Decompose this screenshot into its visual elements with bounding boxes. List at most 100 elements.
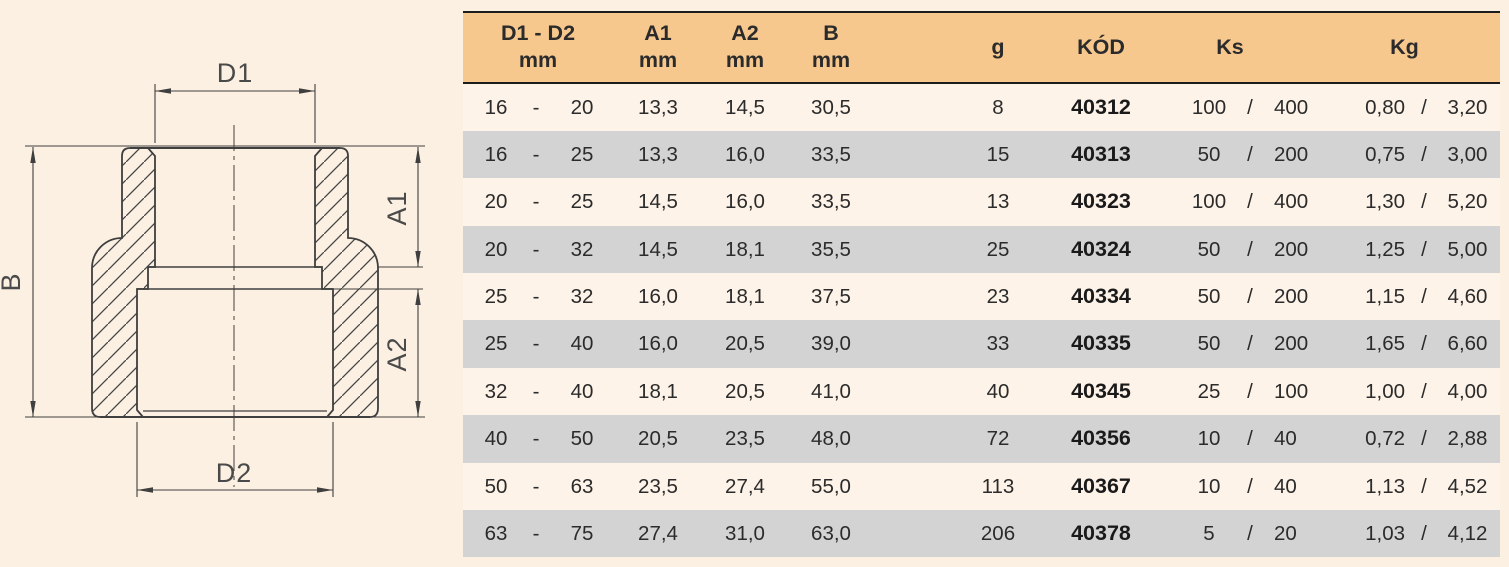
cell-kg-outer: 5,00	[1447, 237, 1488, 261]
cell-d1: 32	[484, 379, 508, 403]
cell-kg-inner: 1,00	[1365, 379, 1405, 403]
header-d1-d2-label: D1 - D2	[500, 21, 576, 46]
cell-ks-outer: 100	[1274, 379, 1309, 403]
cell-kod: 40378	[1071, 521, 1131, 546]
cell-separator: -	[532, 190, 540, 214]
cell-kg-outer: 4,60	[1447, 285, 1488, 309]
cell-weight-g: 40	[986, 379, 1010, 403]
cell-ks-inner: 25	[1197, 379, 1221, 403]
cell-a1: 14,5	[638, 237, 678, 261]
cell-weight-g: 25	[986, 237, 1010, 261]
cell-kod: 40313	[1071, 141, 1131, 166]
cell-kg-inner: 1,65	[1365, 332, 1405, 356]
cell-ks-inner: 50	[1197, 142, 1221, 166]
cell-d2: 40	[570, 332, 594, 356]
table-row: 16 - 25 13,3 16,0 33,5 15 40313 50 / 200…	[463, 130, 1500, 179]
header-kod: KÓD	[1046, 13, 1156, 82]
cell-kg-slash: /	[1421, 190, 1427, 214]
table-body: 16 - 20 13,3 14,5 30,5 8 40312 100 / 400…	[463, 83, 1500, 558]
cell-ks-outer: 200	[1274, 332, 1309, 356]
cell-a2: 14,5	[725, 95, 765, 119]
cell-d2: 32	[570, 237, 594, 261]
cell-kg-slash: /	[1421, 332, 1427, 356]
cell-weight-g: 72	[986, 427, 1010, 451]
cell-kg-outer: 4,52	[1447, 474, 1488, 498]
cell-kod: 40367	[1071, 473, 1131, 498]
cell-d2: 25	[570, 190, 594, 214]
cell-kod: 40356	[1071, 426, 1131, 451]
cell-kg-outer: 6,60	[1447, 332, 1488, 356]
label-b: B	[0, 272, 26, 291]
cell-d1: 20	[484, 237, 508, 261]
cell-kod: 40334	[1071, 284, 1131, 309]
cell-ks-outer: 400	[1274, 95, 1309, 119]
cell-ks-outer: 20	[1274, 522, 1297, 546]
cell-separator: -	[532, 237, 540, 261]
cell-separator: -	[532, 474, 540, 498]
cell-a1: 20,5	[638, 427, 678, 451]
cell-ks-slash: /	[1247, 285, 1253, 309]
fitting-right-wall	[314, 147, 379, 418]
cell-d1: 25	[484, 285, 508, 309]
cell-kg-slash: /	[1421, 522, 1427, 546]
cell-ks-inner: 50	[1197, 285, 1221, 309]
cell-a1: 16,0	[638, 332, 678, 356]
cell-kg-slash: /	[1421, 379, 1427, 403]
table-row: 20 - 25 14,5 16,0 33,5 13 40323 100 / 40…	[463, 178, 1500, 226]
cell-ks-slash: /	[1247, 427, 1253, 451]
label-a2: A2	[382, 336, 412, 371]
cell-kg-inner: 1,15	[1365, 285, 1405, 309]
cell-a2: 20,5	[725, 379, 765, 403]
cell-a1: 13,3	[638, 95, 678, 119]
cell-kg-inner: 0,80	[1365, 95, 1405, 119]
cell-weight-g: 15	[986, 142, 1010, 166]
header-a2: A2 mm	[703, 13, 787, 82]
dimension-a1: A1	[382, 147, 421, 267]
header-g-label: g	[991, 34, 1005, 59]
cell-kg-inner: 1,25	[1365, 237, 1405, 261]
cell-ks-outer: 40	[1274, 474, 1297, 498]
cell-a2: 31,0	[725, 522, 765, 546]
cell-d2: 75	[570, 522, 594, 546]
cell-separator: -	[532, 379, 540, 403]
table-row: 25 - 32 16,0 18,1 37,5 23 40334 50 / 200…	[463, 273, 1500, 321]
cell-ks-inner: 100	[1191, 190, 1227, 214]
header-ks: Ks	[1156, 13, 1326, 82]
cell-weight-g: 113	[981, 474, 1015, 498]
dimension-b: B	[0, 147, 36, 417]
cell-ks-slash: /	[1247, 142, 1253, 166]
cell-b: 37,5	[811, 285, 851, 309]
cell-b: 33,5	[811, 142, 851, 166]
cell-kod: 40335	[1071, 331, 1131, 356]
cell-a2: 16,0	[725, 142, 765, 166]
cell-kod: 40323	[1071, 189, 1131, 214]
cell-ks-inner: 5	[1203, 522, 1215, 546]
cell-kg-slash: /	[1421, 427, 1427, 451]
cell-b: 55,0	[811, 474, 851, 498]
dimension-table: D1 - D2 mm A1 mm A2 mm B mm g KÓD Ks Kg …	[463, 11, 1500, 558]
cell-kg-outer: 5,20	[1447, 190, 1488, 214]
cell-ks-outer: 200	[1274, 237, 1309, 261]
cell-separator: -	[532, 522, 540, 546]
table-row: 25 - 40 16,0 20,5 39,0 33 40335 50 / 200…	[463, 320, 1500, 368]
cell-kg-slash: /	[1421, 142, 1427, 166]
cell-kod: 40324	[1071, 236, 1131, 261]
cell-d2: 32	[570, 285, 594, 309]
cell-separator: -	[532, 142, 540, 166]
cell-kg-slash: /	[1421, 237, 1427, 261]
header-a1-label: A1	[644, 21, 672, 46]
cell-d2: 63	[570, 474, 594, 498]
cell-b: 30,5	[811, 95, 851, 119]
cell-b: 63,0	[811, 522, 851, 546]
cell-b: 41,0	[811, 379, 851, 403]
header-g: g	[875, 13, 1046, 82]
cell-kg-inner: 0,75	[1365, 142, 1405, 166]
cell-d1: 50	[484, 474, 508, 498]
cell-ks-slash: /	[1247, 522, 1253, 546]
header-a2-label: A2	[731, 21, 759, 46]
fitting-cross-section-drawing: D1 D2 B A1 A2	[0, 58, 425, 497]
cell-ks-inner: 50	[1197, 332, 1221, 356]
cell-a2: 18,1	[725, 237, 765, 261]
table-row: 50 - 63 23,5 27,4 55,0 113 40367 10 / 40…	[463, 462, 1500, 511]
